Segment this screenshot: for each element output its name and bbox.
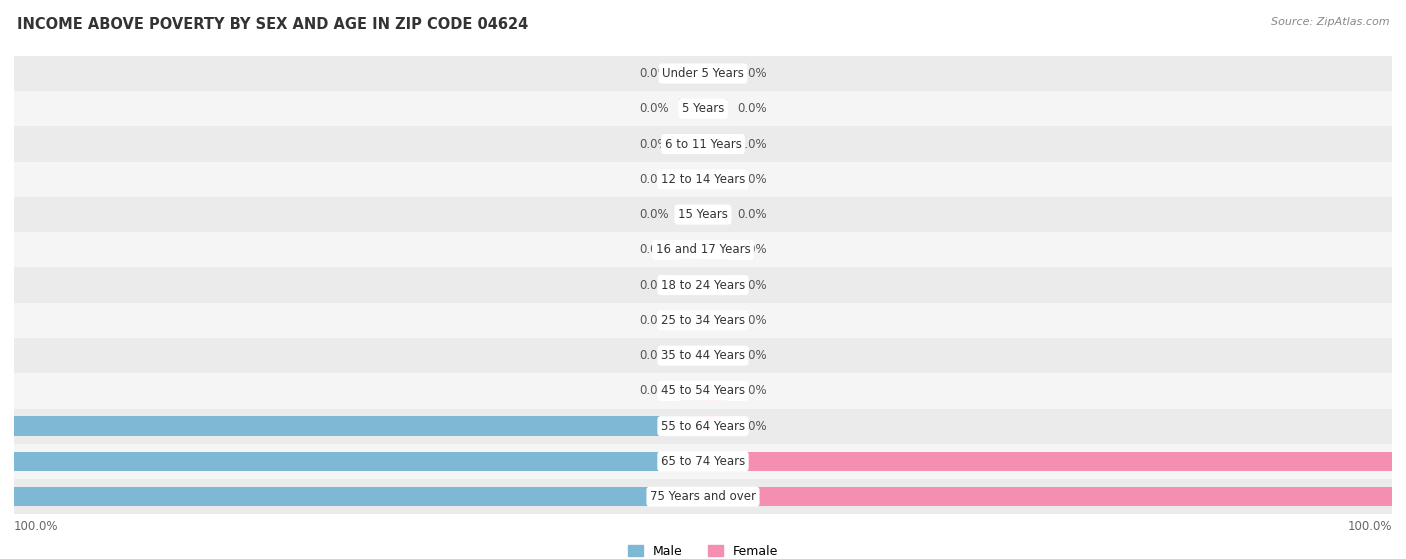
Bar <box>679 346 703 366</box>
Text: 5 Years: 5 Years <box>682 102 724 115</box>
Text: 0.0%: 0.0% <box>738 243 768 257</box>
Bar <box>14 91 1392 126</box>
Bar <box>14 487 703 506</box>
Bar <box>679 276 703 295</box>
Bar <box>703 487 1392 506</box>
Text: 0.0%: 0.0% <box>638 67 669 80</box>
Text: INCOME ABOVE POVERTY BY SEX AND AGE IN ZIP CODE 04624: INCOME ABOVE POVERTY BY SEX AND AGE IN Z… <box>17 17 529 32</box>
Legend: Male, Female: Male, Female <box>623 540 783 559</box>
Text: 0.0%: 0.0% <box>738 138 768 150</box>
Bar <box>703 452 1392 471</box>
Text: 0.0%: 0.0% <box>738 67 768 80</box>
Bar <box>14 126 1392 162</box>
Text: 45 to 54 Years: 45 to 54 Years <box>661 385 745 397</box>
Text: 0.0%: 0.0% <box>638 102 669 115</box>
Bar <box>703 346 727 366</box>
Bar <box>703 381 727 401</box>
Bar <box>14 303 1392 338</box>
Bar <box>679 381 703 401</box>
Bar <box>703 240 727 259</box>
Bar <box>703 134 727 154</box>
Bar <box>14 416 703 436</box>
Text: 100.0%: 100.0% <box>14 519 59 533</box>
Text: 0.0%: 0.0% <box>638 173 669 186</box>
Text: 0.0%: 0.0% <box>638 314 669 327</box>
Text: 65 to 74 Years: 65 to 74 Years <box>661 455 745 468</box>
Text: 25 to 34 Years: 25 to 34 Years <box>661 314 745 327</box>
Text: Source: ZipAtlas.com: Source: ZipAtlas.com <box>1271 17 1389 27</box>
Text: 100.0%: 100.0% <box>1402 455 1406 468</box>
Bar <box>703 99 727 119</box>
Bar <box>703 276 727 295</box>
Text: 0.0%: 0.0% <box>738 208 768 221</box>
Bar <box>14 56 1392 91</box>
Text: 100.0%: 100.0% <box>0 420 4 433</box>
Text: 18 to 24 Years: 18 to 24 Years <box>661 278 745 292</box>
Text: Under 5 Years: Under 5 Years <box>662 67 744 80</box>
Text: 0.0%: 0.0% <box>738 349 768 362</box>
Bar <box>703 311 727 330</box>
Bar <box>14 444 1392 479</box>
Bar <box>679 311 703 330</box>
Text: 0.0%: 0.0% <box>638 243 669 257</box>
Text: 100.0%: 100.0% <box>1347 519 1392 533</box>
Bar <box>703 205 727 224</box>
Bar <box>679 64 703 83</box>
Text: 0.0%: 0.0% <box>738 385 768 397</box>
Bar <box>679 169 703 189</box>
Bar <box>679 99 703 119</box>
Text: 0.0%: 0.0% <box>638 208 669 221</box>
Bar <box>14 452 703 471</box>
Bar <box>14 162 1392 197</box>
Bar <box>703 64 727 83</box>
Text: 15 Years: 15 Years <box>678 208 728 221</box>
Bar <box>14 409 1392 444</box>
Text: 0.0%: 0.0% <box>738 278 768 292</box>
Text: 6 to 11 Years: 6 to 11 Years <box>665 138 741 150</box>
Text: 35 to 44 Years: 35 to 44 Years <box>661 349 745 362</box>
Text: 0.0%: 0.0% <box>738 420 768 433</box>
Text: 100.0%: 100.0% <box>1402 490 1406 503</box>
Text: 0.0%: 0.0% <box>738 102 768 115</box>
Bar <box>14 232 1392 267</box>
Bar <box>703 169 727 189</box>
Bar <box>14 373 1392 409</box>
Bar <box>679 134 703 154</box>
Text: 75 Years and over: 75 Years and over <box>650 490 756 503</box>
Bar <box>14 338 1392 373</box>
Text: 100.0%: 100.0% <box>0 490 4 503</box>
Text: 55 to 64 Years: 55 to 64 Years <box>661 420 745 433</box>
Text: 12 to 14 Years: 12 to 14 Years <box>661 173 745 186</box>
Bar <box>679 205 703 224</box>
Text: 16 and 17 Years: 16 and 17 Years <box>655 243 751 257</box>
Bar <box>14 267 1392 303</box>
Bar <box>14 197 1392 232</box>
Text: 0.0%: 0.0% <box>638 385 669 397</box>
Text: 0.0%: 0.0% <box>738 173 768 186</box>
Text: 0.0%: 0.0% <box>738 314 768 327</box>
Text: 100.0%: 100.0% <box>0 455 4 468</box>
Bar <box>679 240 703 259</box>
Text: 0.0%: 0.0% <box>638 349 669 362</box>
Text: 0.0%: 0.0% <box>638 138 669 150</box>
Bar <box>703 416 727 436</box>
Bar <box>14 479 1392 514</box>
Text: 0.0%: 0.0% <box>638 278 669 292</box>
